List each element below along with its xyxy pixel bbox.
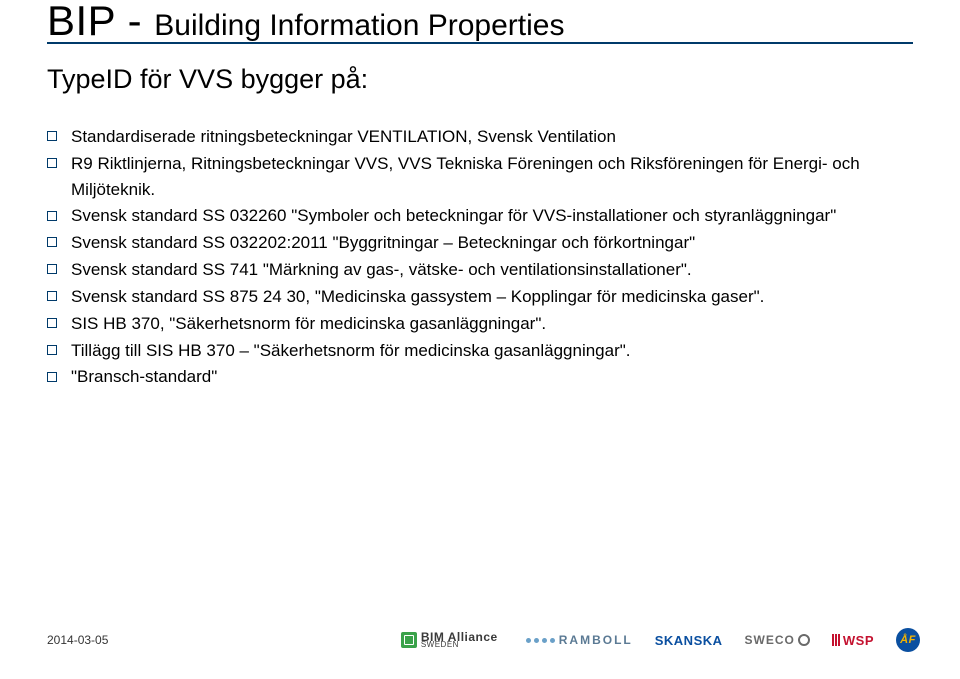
title-prefix: BIP - <box>47 0 154 44</box>
af-text: ÅF <box>900 634 916 646</box>
slide-title: BIP - Building Information Properties <box>47 0 920 43</box>
logo-af: ÅF <box>896 628 920 652</box>
sweco-icon <box>798 634 810 646</box>
sweco-text: SWECO <box>745 633 795 647</box>
footer: 2014-03-05 BIM Alliance SWEDEN RAMBOLL S… <box>47 623 920 657</box>
logo-bim-alliance: BIM Alliance SWEDEN <box>401 631 498 649</box>
slide-page: BIP - Building Information Properties Ty… <box>0 0 960 679</box>
list-item: R9 Riktlinjerna, Ritningsbeteckningar VV… <box>47 151 900 203</box>
footer-logos: BIM Alliance SWEDEN RAMBOLL SKANSKA SWEC… <box>401 628 920 652</box>
wsp-text: WSP <box>843 633 874 648</box>
list-item: "Bransch-standard" <box>47 364 900 390</box>
bullet-list: Standardiserade ritningsbeteckningar VEN… <box>47 124 900 391</box>
ramboll-icon <box>526 638 555 643</box>
footer-date: 2014-03-05 <box>47 633 108 647</box>
list-item: Svensk standard SS 032260 "Symboler och … <box>47 203 900 229</box>
slide-subtitle: TypeID för VVS bygger på: <box>47 64 368 95</box>
bim-alliance-text: BIM Alliance SWEDEN <box>421 631 498 649</box>
bim-alliance-icon <box>401 632 417 648</box>
title-rest: Building Information Properties <box>154 9 564 42</box>
ramboll-text: RAMBOLL <box>559 633 633 647</box>
logo-skanska: SKANSKA <box>655 633 723 648</box>
list-item: Standardiserade ritningsbeteckningar VEN… <box>47 124 900 150</box>
title-underline <box>47 42 913 44</box>
logo-wsp: WSP <box>832 633 874 648</box>
logo-ramboll: RAMBOLL <box>520 633 633 647</box>
list-item: Svensk standard SS 875 24 30, "Medicinsk… <box>47 284 900 310</box>
logo-sweco: SWECO <box>745 633 810 647</box>
list-item: Tillägg till SIS HB 370 – "Säkerhetsnorm… <box>47 338 900 364</box>
list-item: Svensk standard SS 741 "Märkning av gas-… <box>47 257 900 283</box>
list-item: Svensk standard SS 032202:2011 "Byggritn… <box>47 230 900 256</box>
bim-alliance-sub: SWEDEN <box>421 641 498 649</box>
wsp-icon <box>832 634 840 646</box>
list-item: SIS HB 370, "Säkerhetsnorm för medicinsk… <box>47 311 900 337</box>
